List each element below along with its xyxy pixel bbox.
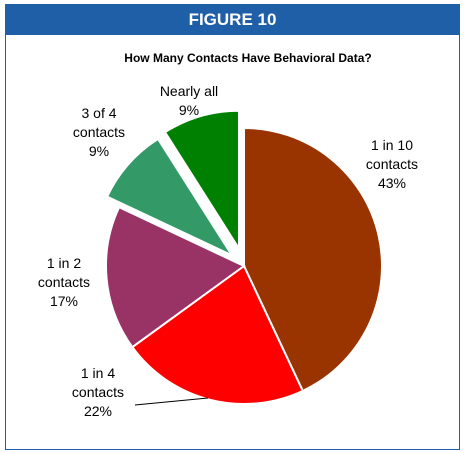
slice-label-line: 1 in 2	[47, 255, 81, 271]
slice-label-line: 1 in 4	[81, 365, 115, 381]
slice-percent: 9%	[179, 102, 199, 118]
slice-label-line: 1 in 10	[371, 137, 413, 153]
figure-label: FIGURE 10	[6, 5, 459, 35]
slice-label: 1 in 4 contacts 22%	[72, 365, 124, 419]
pie-slice	[105, 137, 235, 258]
leader-line	[134, 397, 209, 406]
slice-label-line: contacts	[73, 124, 125, 140]
slice-percent: 22%	[84, 403, 112, 419]
slice-label-line: Nearly all	[160, 83, 218, 99]
slice-percent: 17%	[50, 293, 78, 309]
slice-label-line: contacts	[366, 156, 418, 172]
slice-label: 1 in 10 contacts 43%	[366, 137, 418, 191]
chart-title: How Many Contacts Have Behavioral Data?	[124, 51, 371, 65]
pie-slice	[163, 109, 240, 253]
slice-label: 1 in 2 contacts 17%	[38, 255, 90, 309]
slice-label: 3 of 4 contacts 9%	[73, 105, 125, 159]
slice-percent: 43%	[378, 175, 406, 191]
pie-slice	[105, 205, 246, 349]
slice-label: Nearly all 9%	[160, 83, 218, 118]
slice-label-line: 3 of 4	[81, 105, 116, 121]
slice-percent: 9%	[89, 143, 109, 159]
slice-label-line: contacts	[72, 384, 124, 400]
pie-slice	[130, 264, 305, 405]
slice-label-line: contacts	[38, 274, 90, 290]
pie-slice	[243, 126, 383, 393]
